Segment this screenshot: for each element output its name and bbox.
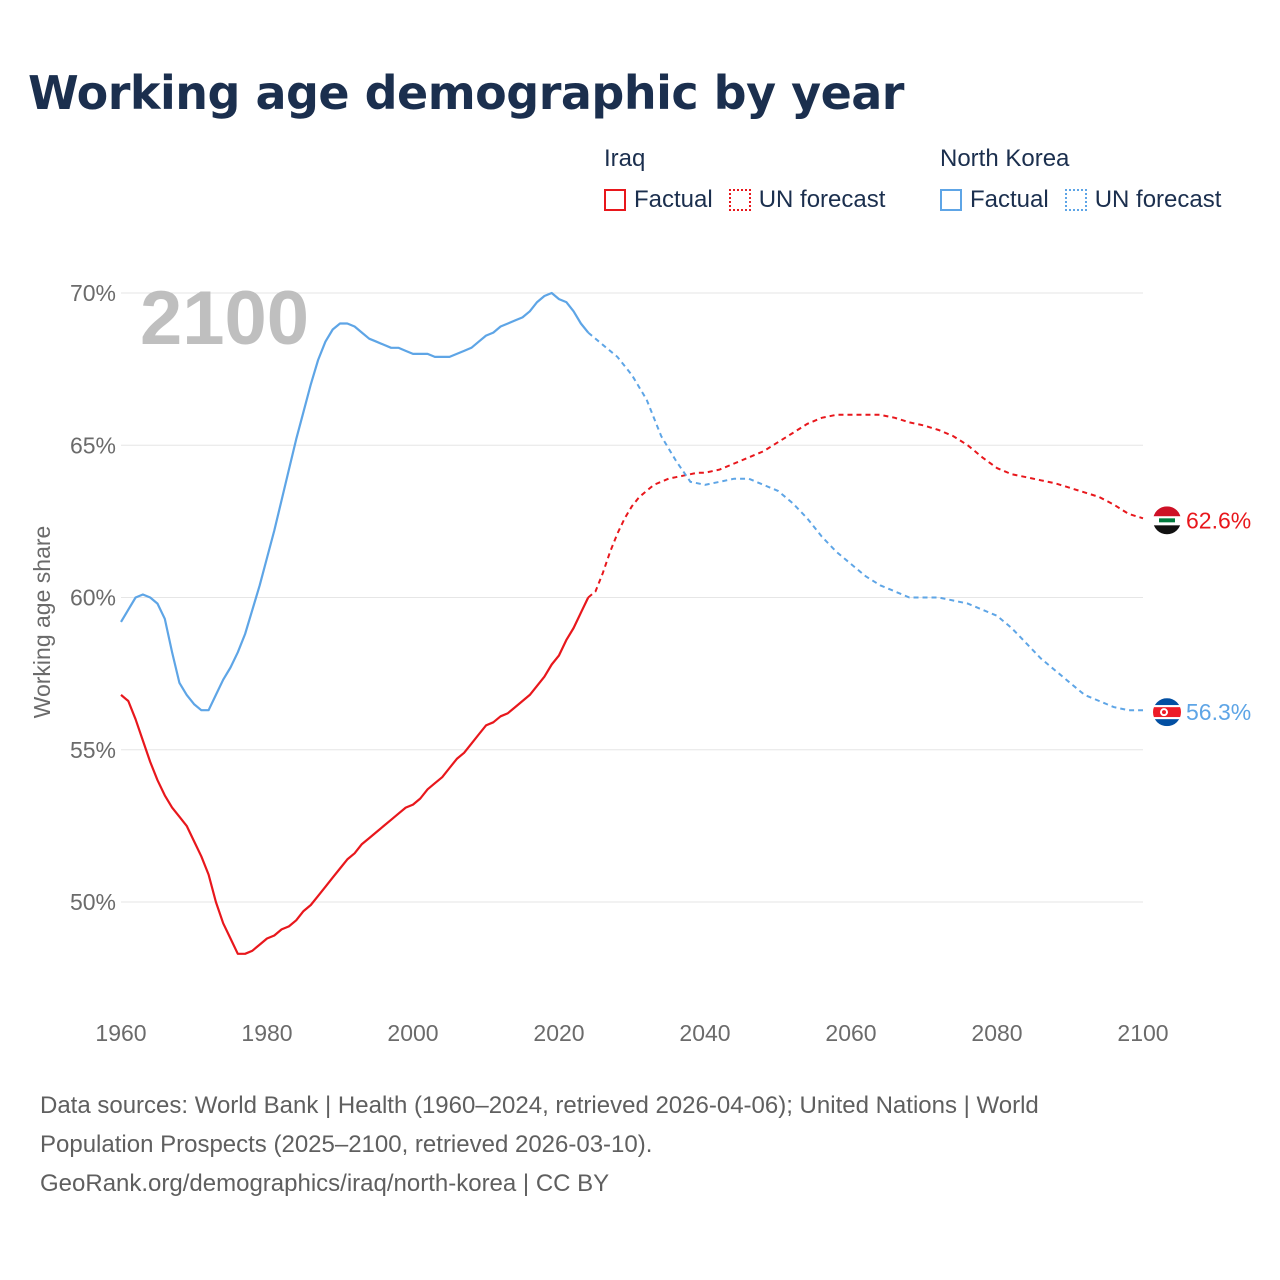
legend-north-korea: North Korea Factual UN forecast [940,144,1221,222]
series-line-iraq-forecast [587,413,1144,599]
footer-sources: Data sources: World Bank | Health (1960–… [40,1086,1240,1203]
legend-label-iraq-forecast: UN forecast [758,186,886,213]
y-tick-label-65: 65% [70,432,116,458]
x-tick-label-2000: 2000 [387,1020,438,1046]
footer-line-1: Data sources: World Bank | Health (1960–… [40,1092,1039,1119]
x-tick-label-2040: 2040 [679,1020,730,1046]
legend-country-north-korea: North Korea [940,145,1070,172]
footer-line-2: Population Prospects (2025–2100, retriev… [40,1131,653,1158]
x-tick-label-2060: 2060 [825,1020,876,1046]
y-axis-title: Working age share [29,526,55,719]
y-tick-label-70: 70% [70,280,116,306]
y-tick-label-60: 60% [70,585,116,611]
legend-item-iraq-forecast[interactable]: UN forecast [728,186,886,214]
end-label-iraq: 62.6% [1186,507,1251,533]
x-tick-label-1980: 1980 [241,1020,292,1046]
legend-iraq: Iraq Factual UN forecast [604,144,885,222]
series-line-north_korea-factual [120,291,590,712]
legend-swatch-north-korea-factual [940,189,962,211]
legend-label-north-korea-forecast: UN forecast [1094,186,1222,213]
line-chart: 50% 55% 60% 65% 70% 1960 1980 2000 2020 2040 2060 2… [29,276,1251,1046]
iraq-flag-icon [1153,506,1181,535]
x-tick-label-2080: 2080 [971,1020,1022,1046]
chart-title: Working age demographic by year [28,66,905,120]
series-line-north_korea-forecast [587,331,1143,712]
legend-item-north-korea-forecast[interactable]: UN forecast [1064,186,1222,214]
footer-line-3[interactable]: GeoRank.org/demographics/iraq/north-kore… [40,1170,610,1197]
y-tick-label-50: 50% [70,889,116,915]
x-tick-label-1960: 1960 [95,1020,146,1046]
legend-country-iraq: Iraq [604,145,646,172]
legend-item-north-korea-factual[interactable]: Factual [940,186,1049,214]
legend-item-iraq-factual[interactable]: Factual [604,186,713,214]
legend-label-iraq-factual: Factual [634,186,713,213]
year-watermark: 2100 [140,276,309,361]
legend-swatch-north-korea-forecast [1064,189,1087,211]
legend-swatch-iraq-factual [604,189,626,211]
north_korea-flag-icon [1153,698,1181,727]
legend-label-north-korea-factual: Factual [970,186,1049,213]
series-line-iraq-factual [120,597,590,955]
end-label-north_korea: 56.3% [1186,699,1251,725]
x-tick-label-2020: 2020 [533,1020,584,1046]
x-tick-label-2100: 2100 [1117,1020,1168,1046]
y-tick-label-55: 55% [70,737,116,763]
legend-swatch-iraq-forecast [728,189,751,211]
